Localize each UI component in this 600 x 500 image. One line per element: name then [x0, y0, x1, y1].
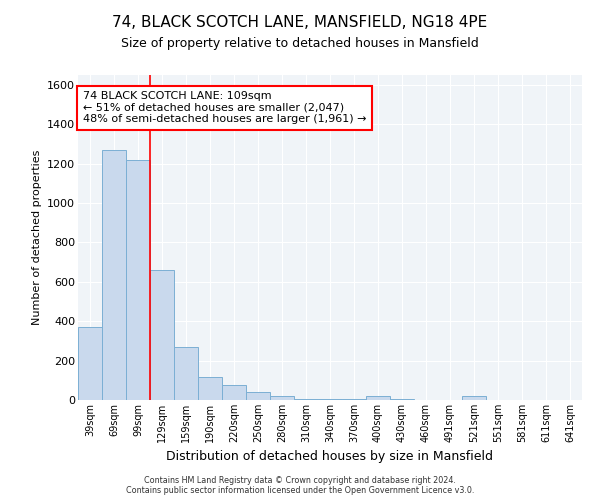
Bar	[246, 392, 270, 400]
Bar	[78, 327, 102, 400]
Text: 74 BLACK SCOTCH LANE: 109sqm
← 51% of detached houses are smaller (2,047)
48% of: 74 BLACK SCOTCH LANE: 109sqm ← 51% of de…	[83, 91, 367, 124]
Bar	[126, 160, 150, 400]
Bar	[198, 378, 222, 400]
X-axis label: Distribution of detached houses by size in Mansfield: Distribution of detached houses by size …	[167, 450, 493, 464]
Text: Size of property relative to detached houses in Mansfield: Size of property relative to detached ho…	[121, 38, 479, 51]
Bar	[342, 399, 366, 400]
Bar	[270, 396, 294, 400]
Bar	[294, 399, 318, 400]
Text: Contains HM Land Registry data © Crown copyright and database right 2024.
Contai: Contains HM Land Registry data © Crown c…	[126, 476, 474, 495]
Bar	[174, 347, 198, 400]
Bar	[150, 270, 174, 400]
Bar	[318, 399, 342, 400]
Text: 74, BLACK SCOTCH LANE, MANSFIELD, NG18 4PE: 74, BLACK SCOTCH LANE, MANSFIELD, NG18 4…	[112, 15, 488, 30]
Bar	[222, 385, 246, 400]
Bar	[462, 396, 486, 400]
Bar	[366, 396, 390, 400]
Bar	[102, 150, 126, 400]
Y-axis label: Number of detached properties: Number of detached properties	[32, 150, 41, 325]
